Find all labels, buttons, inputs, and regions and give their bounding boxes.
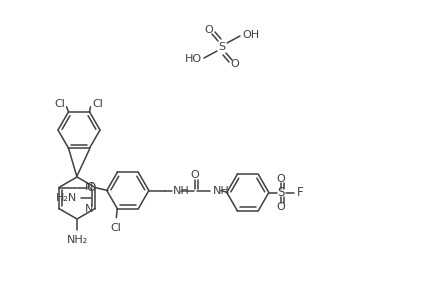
Text: HO: HO (185, 54, 202, 64)
Text: NH: NH (213, 185, 230, 195)
Text: S: S (277, 186, 285, 199)
Text: O: O (86, 181, 95, 194)
Text: NH₂: NH₂ (66, 235, 88, 245)
Text: H₂N: H₂N (56, 193, 77, 203)
Text: O: O (204, 25, 214, 35)
Text: O: O (276, 201, 285, 212)
Text: Cl: Cl (92, 99, 103, 109)
Text: N: N (85, 204, 93, 213)
Text: S: S (218, 42, 226, 52)
Text: NH: NH (173, 185, 190, 195)
Text: Cl: Cl (110, 223, 121, 233)
Text: F: F (297, 186, 303, 199)
Text: Cl: Cl (55, 99, 66, 109)
Text: N: N (85, 182, 93, 193)
Text: O: O (276, 173, 285, 184)
Text: OH: OH (242, 30, 259, 40)
Text: O: O (191, 170, 199, 181)
Text: O: O (230, 59, 240, 69)
